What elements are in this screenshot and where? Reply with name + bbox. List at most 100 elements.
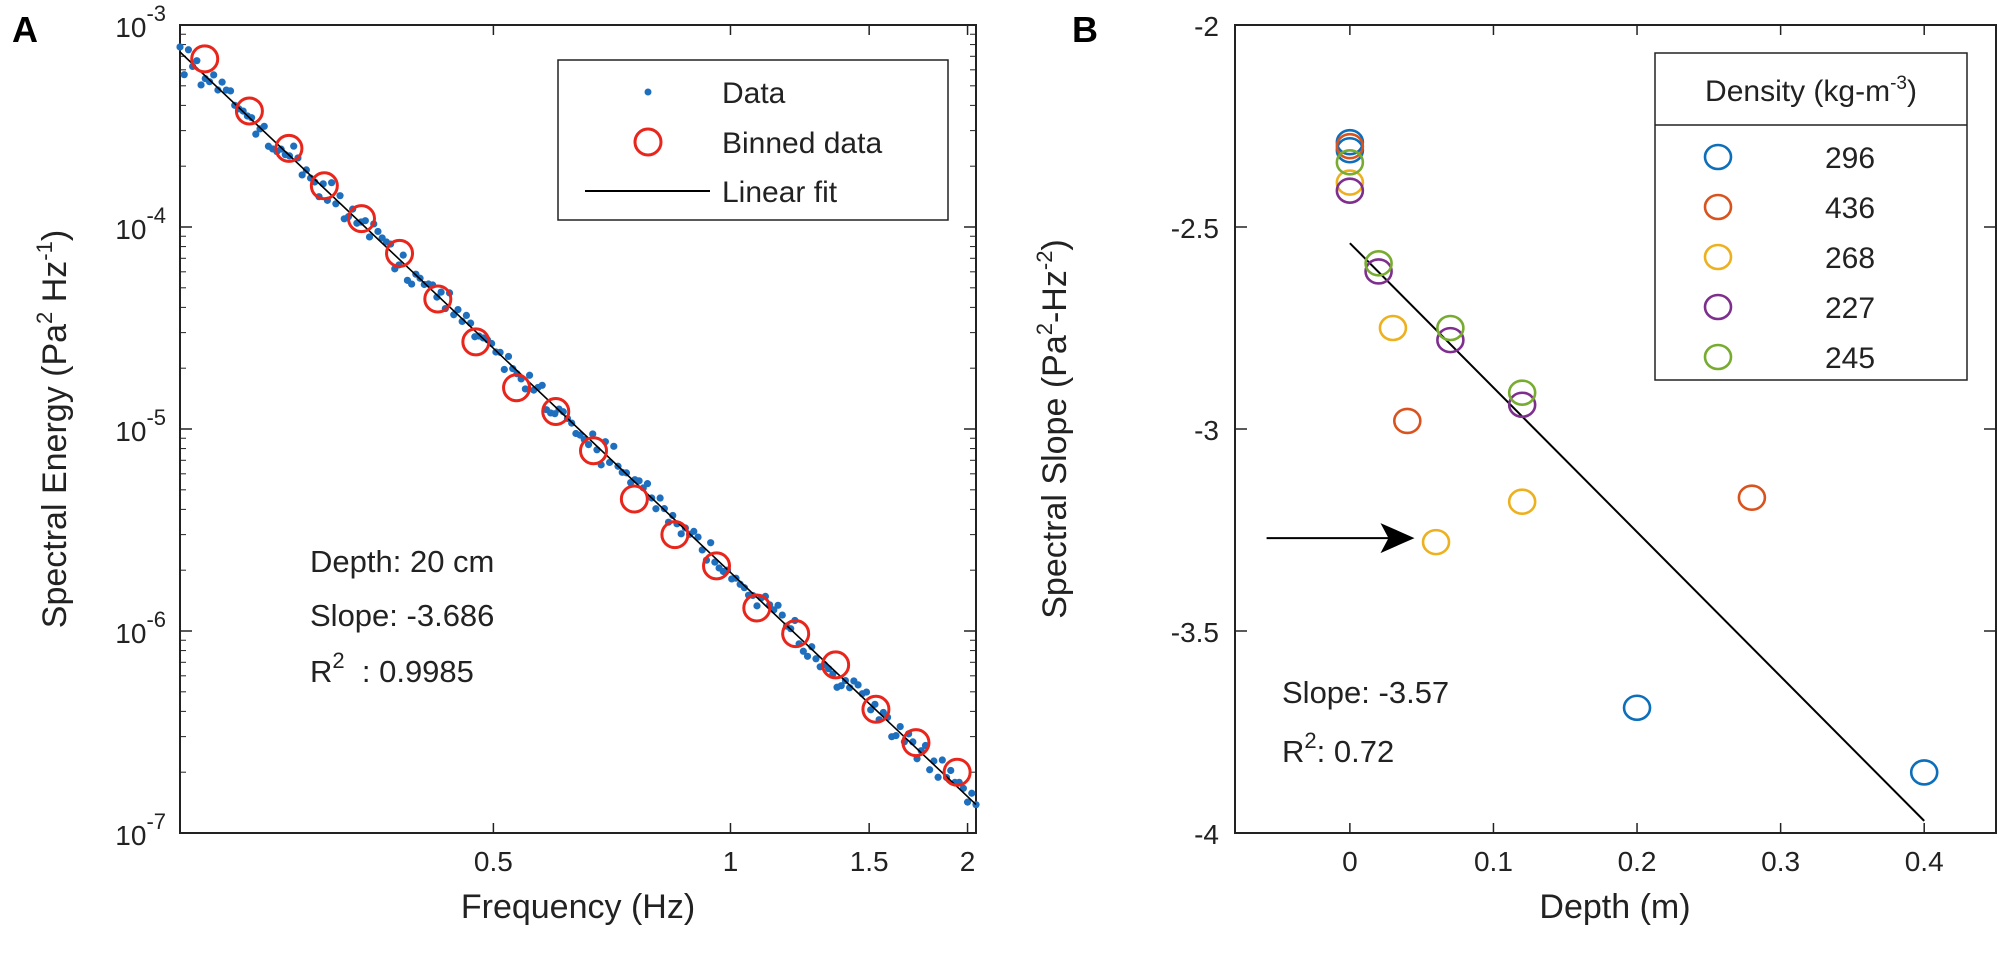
binned-point: [346, 204, 376, 234]
legend-marker-245: [1703, 343, 1733, 371]
data-point: [408, 280, 416, 288]
x-tick-label-b: 0.4: [1905, 846, 1944, 877]
binned-point: [579, 436, 609, 466]
data-point: [437, 288, 445, 296]
binned-point: [423, 284, 453, 314]
data-point: [812, 655, 820, 663]
data-point: [298, 171, 306, 179]
legend-a: Data Binned data Linear fit: [557, 59, 949, 221]
legend-label-245: 245: [1825, 342, 1875, 375]
point-density-245: [1507, 379, 1537, 406]
binned-point: [385, 238, 415, 268]
data-point: [652, 505, 660, 513]
legend-label-binned: Binned data: [722, 127, 882, 160]
binned-point: [619, 484, 649, 514]
data-point: [210, 71, 218, 79]
data-point: [361, 217, 369, 225]
data-point: [218, 78, 226, 86]
data-point: [867, 706, 875, 714]
data-point: [854, 681, 862, 689]
depth-annotation: Depth: 20 cm: [310, 544, 494, 579]
data-point: [504, 352, 513, 361]
data-point: [551, 410, 559, 418]
data-point: [589, 430, 597, 438]
data-point: [193, 57, 201, 65]
x-axis-label-a: Frequency (Hz): [461, 888, 695, 926]
data-point: [803, 652, 812, 660]
binned-point: [821, 650, 851, 680]
panel-a: A 0.5 1 1.5 2 10-3 10-4 10-5 10-6 10-7 Frequenc…: [12, 1, 980, 926]
point-density-227: [1364, 258, 1393, 285]
x-tick-label-a: 1.5: [850, 846, 889, 877]
data-point: [462, 311, 470, 319]
point-density-268: [1507, 488, 1537, 516]
data-point: [176, 43, 184, 51]
data-point: [892, 732, 900, 740]
data-point: [184, 46, 193, 54]
x-tick-label-b: 0.2: [1618, 846, 1657, 877]
legend-label-296: 296: [1825, 142, 1875, 175]
binned-point: [742, 593, 772, 623]
point-density-245: [1364, 250, 1393, 277]
legend-label-268: 268: [1825, 242, 1875, 275]
data-point: [336, 192, 344, 200]
point-density-296: [1622, 694, 1652, 722]
binned-point: [461, 327, 491, 357]
point-density-436: [1393, 407, 1422, 435]
legend-marker-436: [1703, 193, 1733, 221]
legend-label-227: 227: [1825, 292, 1875, 325]
point-density-227: [1436, 326, 1465, 354]
data-point: [399, 251, 407, 259]
data-point: [214, 86, 222, 94]
data-point: [433, 293, 441, 301]
y-tick-label-b: -4: [1194, 819, 1219, 850]
data-point: [247, 114, 256, 122]
legend-label-436: 436: [1825, 192, 1875, 225]
data-point: [774, 601, 782, 609]
binned-point: [861, 694, 891, 724]
r2-annotation: R2 : 0.9985: [310, 648, 474, 689]
data-point: [610, 442, 618, 450]
y-tick-label-b: -3.5: [1171, 617, 1219, 648]
data-point: [260, 122, 268, 130]
arrow-head: [1380, 523, 1415, 554]
binned-point: [702, 551, 732, 581]
data-point: [947, 766, 955, 775]
legend-marker-227: [1703, 293, 1733, 321]
data-point: [753, 602, 761, 610]
y-axis-label-b: Spectral Slope (Pa2-Hz-2): [1032, 239, 1074, 619]
x-tick-label-b: 0: [1342, 846, 1358, 877]
binned-point: [274, 133, 304, 163]
panel-b: B 0 0.1 0.2 0.3 0.4 -2 -2.5 -3 -3.5 -4 Depth (m)…: [1032, 9, 1997, 926]
data-point: [525, 371, 534, 379]
binned-point: [660, 520, 690, 550]
data-point: [963, 798, 972, 806]
data-point: [197, 81, 205, 89]
point-density-296: [1909, 759, 1939, 786]
data-point: [896, 723, 904, 731]
data-point: [694, 533, 702, 541]
data-point: [277, 145, 285, 153]
legend-box-a: [557, 59, 949, 221]
point-density-268: [1335, 169, 1365, 196]
legend-title-b: Density (kg-m-3): [1705, 73, 1917, 108]
y-axis-label-a: Spectral Energy (Pa2 Hz-1): [32, 230, 74, 628]
data-point: [328, 179, 336, 187]
data-point: [538, 381, 546, 389]
legend-marker-268: [1703, 243, 1733, 271]
binned-point: [190, 44, 220, 74]
y-tick-label-a: 10-6: [115, 607, 166, 649]
x-tick-label-b: 0.3: [1761, 846, 1800, 877]
data-point: [938, 756, 946, 764]
data-point: [180, 71, 188, 79]
slope-annotation-b: Slope: -3.57: [1282, 675, 1449, 710]
data-point: [521, 385, 529, 393]
data-point: [496, 348, 504, 356]
data-point: [454, 305, 462, 314]
data-point: [930, 757, 938, 765]
binned-point: [309, 171, 339, 201]
x-tick-label-b: 0.1: [1474, 846, 1513, 877]
binned-point: [502, 373, 532, 403]
legend-box-b: [1654, 52, 1968, 381]
data-point: [778, 611, 786, 619]
